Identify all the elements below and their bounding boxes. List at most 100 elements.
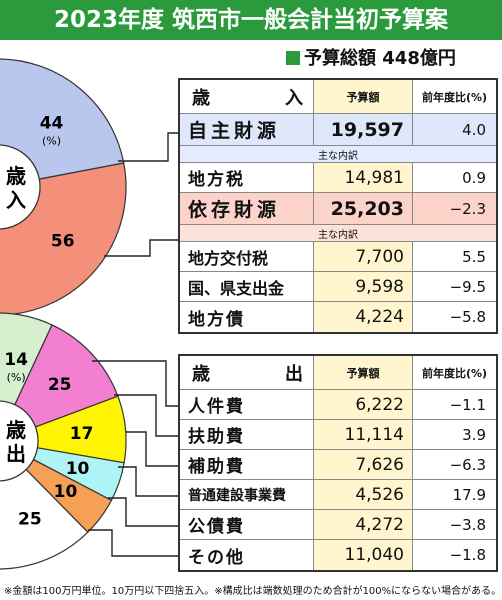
income-row-amount: 9,598: [313, 272, 413, 301]
expenditure-row-label: 人件費: [188, 397, 245, 417]
income-row: 地方交付税 7,700 5.5: [180, 242, 496, 272]
expenditure-chart-value-label: 17: [70, 424, 94, 444]
footnote: ※金額は100万円単位。10万円以下四捨五入。※構成比は端数処理のため合計が10…: [4, 586, 502, 597]
expenditure-row-label: 補助費: [188, 457, 245, 477]
expenditure-row: 普通建設事業費 4,526 17.9: [180, 480, 496, 510]
expenditure-row-pct: −1.8: [449, 546, 486, 564]
income-row-pct: −5.8: [449, 308, 486, 326]
income-chart-value-label: 44: [40, 113, 64, 133]
income-row-label: 地方税: [188, 170, 245, 190]
income-row-pct: 5.5: [462, 247, 486, 266]
expenditure-row-pct: 17.9: [452, 485, 486, 504]
connector-line: [118, 466, 180, 497]
expenditure-row-label: 普通建設事業費: [188, 487, 286, 504]
income-row: 国、県支出金 9,598 −9.5: [180, 272, 496, 302]
expenditure-header-right: 出: [285, 363, 303, 385]
income-row-label: 国、県支出金: [188, 278, 285, 298]
expenditure-chart-title: 出: [6, 442, 26, 466]
expenditure-header-amount: 予算額: [313, 356, 413, 389]
income-header-left: 歳: [192, 87, 210, 109]
expenditure-chart-value-label: 25: [48, 375, 72, 395]
expenditure-header-pct: 前年度比(%): [421, 366, 488, 380]
expenditure-row-label: その他: [188, 547, 245, 568]
connector-line: [114, 394, 180, 437]
budget-total: 予算総額 448億円: [286, 44, 456, 70]
income-dep-row: 依存財源 25,203 −2.3: [180, 193, 496, 225]
expenditure-row-amount: 6,222: [313, 390, 413, 419]
income-dep-sub: 主な内訳: [180, 225, 496, 242]
expenditure-chart-title: 歳: [6, 418, 26, 442]
connector-line: [108, 497, 180, 527]
income-row-amount: 7,700: [313, 242, 413, 271]
income-chart-value-label: 56: [51, 232, 75, 252]
expenditure-row-pct: 3.9: [462, 425, 486, 444]
income-header-amount: 予算額: [313, 80, 413, 113]
income-table: 歳 入 予算額 前年度比(%) 自主財源 19,597 4.0 主な内訳 地方税…: [178, 78, 498, 334]
income-row-pct: −9.5: [449, 277, 486, 296]
income-header-right: 入: [285, 87, 303, 109]
expenditure-chart-value-label: 14: [4, 350, 28, 370]
expenditure-row-amount: 11,114: [313, 420, 413, 449]
income-chart-title: 入: [6, 188, 26, 212]
expenditure-header: 歳 出 予算額 前年度比(%): [180, 356, 496, 390]
income-self-sub: 主な内訳: [180, 146, 496, 163]
expenditure-row: 公債費 4,272 −3.8: [180, 510, 496, 540]
income-row-amount: 4,224: [313, 302, 413, 332]
connector-line: [118, 132, 180, 162]
income-chart-title: 歳: [6, 164, 26, 188]
income-dep-sub-label: 主な内訳: [318, 229, 358, 241]
income-self-sub-label: 主な内訳: [318, 150, 358, 162]
income-header-label: 歳 入: [180, 80, 313, 113]
expenditure-chart-slice: [14, 324, 119, 428]
expenditure-row: 補助費 7,626 −6.3: [180, 450, 496, 480]
expenditure-header-label: 歳 出: [180, 356, 313, 389]
expenditure-chart-slice: [0, 312, 53, 406]
income-dep-amount: 25,203: [313, 193, 413, 224]
income-chart-slice: [0, 58, 125, 180]
income-self-amount: 19,597: [313, 114, 413, 145]
income-self-label: 自主財源: [188, 120, 281, 142]
expenditure-row-pct: −3.8: [449, 515, 486, 534]
income-header: 歳 入 予算額 前年度比(%): [180, 80, 496, 114]
income-self-pct: 4.0: [462, 120, 486, 139]
expenditure-row-label: 公債費: [188, 517, 245, 537]
expenditure-chart-value-label: 10: [54, 482, 78, 502]
green-square-icon: [286, 51, 300, 65]
connector-line: [92, 360, 180, 407]
income-dep-label: 依存財源: [188, 199, 281, 221]
income-row-label: 地方交付税: [188, 248, 269, 268]
income-row-amount: 14,981: [313, 163, 413, 192]
income-row-label: 地方債: [188, 309, 245, 330]
income-chart-slice: [0, 162, 127, 316]
expenditure-row-pct: −6.3: [449, 455, 486, 474]
budget-total-label: 予算総額 448億円: [304, 48, 456, 69]
connector-line: [104, 239, 180, 257]
connector-line: [88, 529, 180, 557]
expenditure-row: 扶助費 11,114 3.9: [180, 420, 496, 450]
income-dep-pct: −2.3: [449, 199, 486, 218]
income-row: 地方税 14,981 0.9: [180, 163, 496, 193]
expenditure-chart-slice: [32, 447, 125, 502]
expenditure-chart-slice: [25, 458, 113, 534]
expenditure-chart-unit-label: (%): [7, 371, 26, 384]
income-header-pct: 前年度比(%): [421, 90, 488, 104]
expenditure-row: 人件費 6,222 −1.1: [180, 390, 496, 420]
expenditure-row-pct: −1.1: [449, 395, 486, 414]
income-chart-center: [0, 144, 41, 230]
income-chart-unit-label: (%): [42, 134, 61, 147]
expenditure-chart-value-label: 10: [66, 459, 90, 479]
expenditure-row-amount: 7,626: [313, 450, 413, 479]
income-row-pct: 0.9: [462, 168, 486, 187]
expenditure-chart-value-label: 25: [18, 510, 42, 530]
expenditure-chart-slice: [0, 468, 89, 570]
expenditure-table: 歳 出 予算額 前年度比(%) 人件費 6,222 −1.1 扶助費 11,11…: [178, 354, 498, 572]
expenditure-header-left: 歳: [192, 363, 210, 385]
expenditure-row: その他 11,040 −1.8: [180, 540, 496, 570]
income-self-row: 自主財源 19,597 4.0: [180, 114, 496, 146]
expenditure-row-amount: 4,272: [313, 510, 413, 539]
income-row: 地方債 4,224 −5.8: [180, 302, 496, 332]
expenditure-row-label: 扶助費: [188, 427, 245, 447]
page-title: 2023年度 筑西市一般会計当初予算案: [0, 0, 502, 40]
expenditure-row-amount: 11,040: [313, 540, 413, 570]
